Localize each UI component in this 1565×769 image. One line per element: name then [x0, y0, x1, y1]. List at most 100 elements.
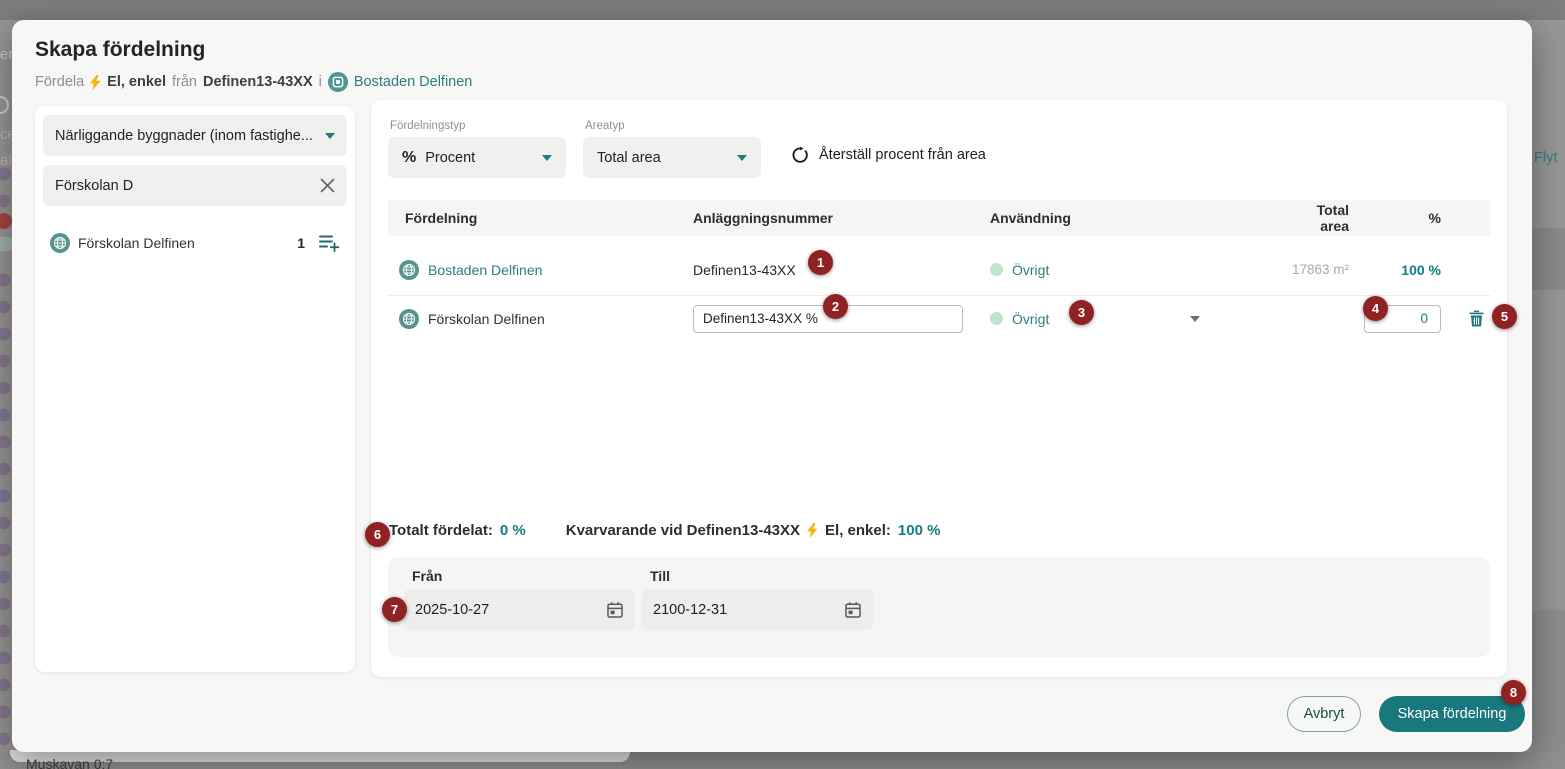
subtitle-source-meter: Definen13-43XX [203, 74, 313, 90]
bolt-icon [807, 523, 818, 538]
remaining-label: Kvarvarande vid Definen13-43XX [565, 522, 801, 539]
annotation-badge-7: 7 [382, 597, 407, 622]
background-link-fragment: Flyt [1534, 150, 1558, 166]
reset-icon [791, 146, 809, 164]
result-count: 1 [297, 235, 305, 251]
to-date-input[interactable]: 2100-12-31 [642, 589, 873, 630]
table-row-target: Förskolan Delfinen Övrigt [388, 296, 1490, 341]
annotation-badge-1: 1 [808, 250, 833, 275]
row2-building-name: Förskolan Delfinen [428, 310, 545, 327]
table-row-source: Bostaden Delfinen Definen13-43XX Övrigt … [388, 236, 1490, 296]
background-icon-column [0, 166, 12, 220]
reset-label: Återställ procent från area [819, 147, 986, 163]
annotation-badge-2: 2 [823, 294, 848, 319]
remaining-value: 100 % [897, 522, 941, 539]
background-text-fragment: al [0, 152, 12, 169]
annotation-badge-3: 3 [1069, 300, 1094, 325]
total-distributed-value: 0 % [499, 522, 526, 539]
row1-building-link[interactable]: Bostaden Delfinen [428, 261, 543, 278]
col-header-fordelning: Fördelning [405, 210, 478, 226]
create-distribution-modal: Skapa fördelning Fördela El, enkel från … [12, 20, 1532, 752]
total-distributed-label: Totalt fördelat: [389, 522, 493, 539]
annotation-badge-8: 8 [1501, 680, 1526, 705]
subtitle-in-word: i [318, 74, 322, 90]
background-icon-column [0, 272, 12, 754]
add-to-list-icon[interactable] [319, 234, 340, 253]
cancel-button[interactable]: Avbryt [1287, 696, 1361, 732]
background-right-block [1532, 228, 1565, 290]
modal-title: Skapa fördelning [35, 38, 206, 61]
row2-usage-dropdown[interactable]: Övrigt [990, 311, 1286, 327]
calendar-icon[interactable] [844, 601, 862, 619]
remaining-meter-label: El, enkel: [825, 522, 891, 539]
col-header-percent: % [1428, 210, 1441, 226]
distribution-type-dropdown[interactable]: % Procent [388, 137, 566, 178]
usage-dot-icon [990, 312, 1003, 325]
globe-icon [399, 259, 419, 280]
building-search-panel: Närliggande byggnader (inom fastighe... … [35, 106, 355, 672]
area-dropdown-value: Total area [597, 149, 661, 166]
subtitle-from-word: från [172, 74, 198, 90]
create-distribution-button[interactable]: Skapa fördelning [1379, 696, 1525, 732]
chevron-down-icon [325, 132, 335, 139]
annotation-badge-4: 4 [1363, 296, 1388, 321]
annotation-badge-5: 5 [1492, 304, 1517, 329]
chevron-down-icon [737, 154, 747, 161]
reset-percent-button[interactable]: Återställ procent från area [791, 146, 986, 164]
percent-glyph-icon: % [402, 148, 417, 166]
area-type-dropdown[interactable]: Total area [583, 137, 761, 178]
background-red-icon [0, 213, 12, 229]
from-date-input[interactable]: 2025-10-27 [404, 589, 635, 630]
to-date-value: 2100-12-31 [653, 601, 728, 618]
subtitle-building-link[interactable]: Bostaden Delfinen [353, 74, 473, 90]
type-dropdown-label: Fördelningstyp [390, 120, 466, 132]
search-input-value: Förskolan D [55, 177, 134, 194]
background-top-band [0, 0, 1565, 20]
delete-row-button[interactable] [1469, 310, 1484, 327]
background-search-icon [0, 96, 9, 114]
row1-usage-label: Övrigt [1012, 261, 1050, 278]
globe-icon [399, 308, 419, 329]
from-date-label: Från [412, 568, 443, 584]
usage-dot-icon [990, 263, 1003, 276]
search-input[interactable]: Förskolan D [43, 165, 347, 206]
chevron-down-icon [542, 154, 552, 161]
area-type-label: Areatyp [585, 120, 625, 132]
search-result-item[interactable]: Förskolan Delfinen 1 [43, 223, 347, 263]
table-header-row: Fördelning Anläggningsnummer Användning … [388, 200, 1490, 236]
background-text-fragment: ce [0, 126, 16, 143]
background-text-fragment: Muskavan 0:7 [26, 756, 114, 769]
background-text-fragment: er [0, 46, 14, 63]
globe-icon [50, 233, 70, 253]
chevron-down-icon[interactable] [1190, 315, 1200, 322]
col-header-anlaggningsnummer: Anläggningsnummer [693, 210, 834, 226]
subtitle-meter-name: El, enkel [107, 74, 167, 90]
row1-percent: 100 % [1401, 261, 1441, 278]
row1-usage: Övrigt [990, 262, 1286, 278]
col-header-total-area: Total area [1316, 202, 1349, 234]
calendar-icon[interactable] [606, 601, 624, 619]
clear-search-icon[interactable] [320, 178, 335, 193]
distribution-table: Fördelning Anläggningsnummer Användning … [388, 200, 1490, 341]
row1-total-area: 17863 m² [1291, 262, 1349, 277]
background-card-edge [10, 750, 630, 762]
scope-dropdown[interactable]: Närliggande byggnader (inom fastighe... [43, 115, 347, 156]
background-right-block [1532, 610, 1565, 769]
col-header-anvandning: Användning [990, 210, 1071, 226]
validity-dates-panel: Från 2025-10-27 Till 2100-12-31 [388, 557, 1490, 657]
type-dropdown-value: Procent [425, 149, 476, 166]
row1-anlaggningsnummer: Definen13-43XX [693, 261, 796, 278]
distribution-panel: Fördelningstyp % Procent Areatyp Total a… [371, 100, 1507, 677]
annotation-badge-6: 6 [365, 522, 390, 547]
scope-dropdown-value: Närliggande byggnader (inom fastighe... [55, 127, 313, 144]
result-building-name: Förskolan Delfinen [78, 235, 195, 251]
to-date-label: Till [650, 568, 670, 584]
from-date-value: 2025-10-27 [415, 601, 490, 618]
subtitle-prefix: Fördela [35, 74, 85, 90]
bolt-icon [90, 74, 101, 90]
modal-subtitle: Fördela El, enkel från Definen13-43XX i … [35, 72, 472, 92]
distribution-summary: Totalt fördelat: 0 % Kvarvarande vid Def… [389, 522, 940, 539]
building-icon [327, 72, 348, 92]
row2-usage-label: Övrigt [1012, 310, 1050, 327]
